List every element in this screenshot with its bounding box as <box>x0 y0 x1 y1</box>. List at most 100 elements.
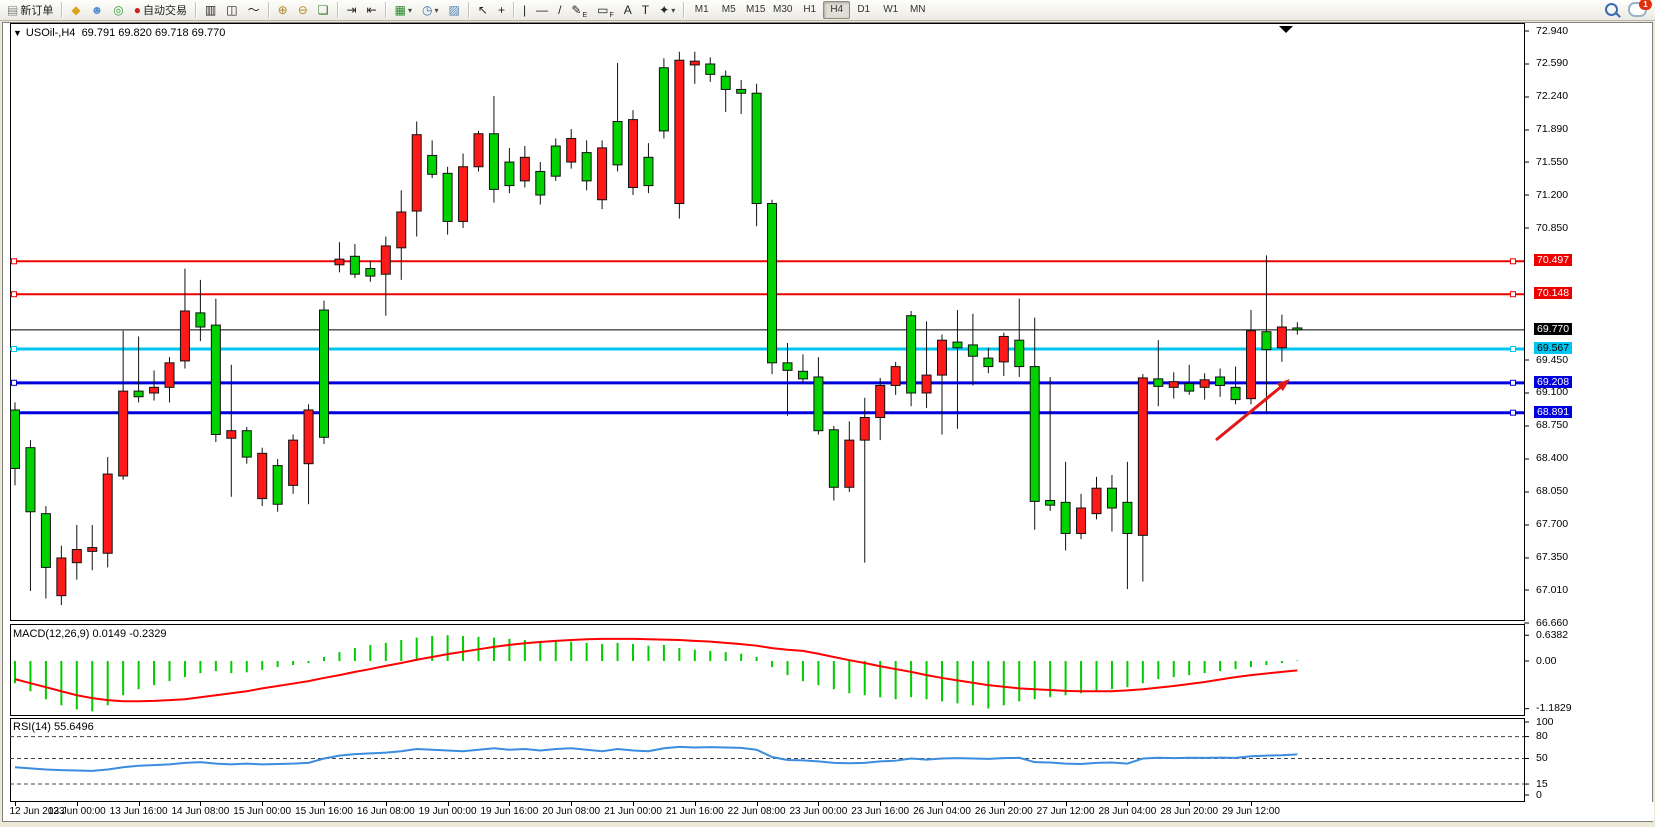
zoom-in-button[interactable]: ⊕ <box>277 3 288 17</box>
auto-scroll-button[interactable]: ⇥ <box>346 3 357 17</box>
crosshair-button[interactable]: + <box>497 3 505 17</box>
time-tick <box>756 802 758 806</box>
time-label: 28 Jun 20:00 <box>1160 806 1219 817</box>
cursor-button[interactable]: ↖ <box>477 3 488 17</box>
market-icon-button[interactable]: ◆ <box>71 3 81 17</box>
timeframe-m5[interactable]: M5 <box>721 4 736 15</box>
price-chart-canvas[interactable] <box>3 23 1654 624</box>
price-tick: 68.750 <box>1536 419 1569 432</box>
candle <box>674 51 685 219</box>
candle <box>859 397 870 563</box>
price-tick: 67.010 <box>1536 583 1569 596</box>
price-tick: 67.700 <box>1536 518 1569 531</box>
chart-shift-button[interactable]: ⇤ <box>366 3 377 17</box>
fibonacci-button[interactable]: ✎ E <box>571 3 588 19</box>
timeframe-h1[interactable]: H1 <box>803 4 817 15</box>
timeframe-d1[interactable]: D1 <box>857 4 871 15</box>
candle <box>797 354 808 383</box>
search-icon[interactable] <box>1605 3 1618 16</box>
candle <box>1045 376 1056 511</box>
community-icon-button[interactable]: ☻ <box>90 3 104 17</box>
annotation-arrow[interactable] <box>1215 379 1290 442</box>
chevron-down-icon[interactable]: ▼ <box>13 28 22 38</box>
time-tick <box>447 802 449 806</box>
rsi-pane[interactable] <box>3 718 1654 802</box>
timeframe-w1[interactable]: W1 <box>883 4 899 15</box>
resistance-line-2-anchor[interactable] <box>11 291 17 298</box>
candle <box>1168 372 1179 399</box>
grid-button[interactable]: ▭ F <box>597 3 614 19</box>
new-order-button[interactable]: ▤ 新订单 <box>7 3 54 17</box>
auto-trading-button[interactable]: ● 自动交易 <box>133 3 187 17</box>
timeframe-m15[interactable]: M15 <box>745 4 766 15</box>
resistance-line-1-anchor[interactable] <box>1510 258 1516 265</box>
candle <box>566 129 577 169</box>
periods-button[interactable]: ◷ ▾ <box>422 3 439 17</box>
zoom-out-button[interactable]: ⊖ <box>297 3 308 17</box>
candle <box>504 147 515 194</box>
scroll-to-end-icon[interactable] <box>1279 26 1293 33</box>
candle <box>427 140 438 179</box>
time-label: 28 Jun 04:00 <box>1098 806 1157 817</box>
support-line-cyan-anchor[interactable] <box>11 345 17 352</box>
signals-icon-button[interactable]: ◎ <box>113 3 124 17</box>
candle <box>844 421 855 492</box>
candle <box>1122 461 1133 590</box>
support-line-blue-1-anchor[interactable] <box>1510 379 1516 386</box>
timeframe-h4[interactable]: H4 <box>823 1 851 19</box>
trendline-button[interactable]: / <box>558 3 562 17</box>
tile-windows-button[interactable]: ❏ <box>317 3 329 17</box>
candle <box>875 377 886 441</box>
support-line-cyan-anchor[interactable] <box>1510 345 1516 352</box>
toolbar-separator <box>336 2 339 18</box>
price-axis: 72.940 72.590 72.240 71.890 71.550 71.200 70.8… <box>1530 23 1655 629</box>
time-label: 23 Jun 00:00 <box>789 806 848 817</box>
support-line-blue-2-anchor[interactable] <box>1510 409 1516 416</box>
text-button[interactable]: A <box>623 3 632 17</box>
candle <box>257 447 268 507</box>
candle <box>1153 340 1164 407</box>
timeframe-m30[interactable]: M30 <box>772 4 793 15</box>
candle <box>782 343 793 416</box>
candle <box>628 110 638 196</box>
quote-line: ▼ USOil-,H4 69.791 69.820 69.718 69.770 <box>13 27 225 39</box>
rsi-tick: 0 <box>1536 788 1542 801</box>
support-line-blue-1-price-label: 69.208 <box>1534 375 1573 388</box>
candle <box>720 70 731 113</box>
rsi-line <box>14 745 1298 772</box>
candlestick-chart-button[interactable]: ◫ <box>226 3 238 17</box>
time-tick <box>200 802 202 806</box>
horizontal-line-button[interactable]: — <box>536 3 549 17</box>
candle <box>365 261 376 282</box>
resistance-line-2-anchor[interactable] <box>1510 291 1516 298</box>
resistance-line-2-price-label: 70.148 <box>1534 287 1573 300</box>
candle <box>906 310 917 407</box>
text-label-button[interactable]: T <box>641 3 650 17</box>
candle <box>689 51 700 84</box>
vertical-line-button[interactable]: | <box>522 3 527 17</box>
resistance-line-1-anchor[interactable] <box>11 258 17 265</box>
arrows-button[interactable]: ✦ ▾ <box>659 3 676 17</box>
time-tick <box>138 802 140 806</box>
candle <box>179 268 190 369</box>
new-chart-button[interactable]: ▦ ▾ <box>394 3 413 17</box>
candle <box>380 236 391 316</box>
time-tick <box>1003 802 1005 806</box>
time-axis[interactable]: 12 Jun 2023 13 Jun 00:00 13 Jun 16:00 14 Ju… <box>3 802 1654 821</box>
price-tick: 68.050 <box>1536 485 1569 498</box>
timeframe-m1[interactable]: M1 <box>694 4 709 15</box>
candle <box>643 143 654 194</box>
macd-pane[interactable] <box>3 624 1654 716</box>
time-label: 15 Jun 00:00 <box>233 806 292 817</box>
candle <box>195 279 206 342</box>
candle <box>442 166 453 235</box>
bar-chart-button[interactable]: ▥ <box>204 3 217 17</box>
line-chart-button[interactable]: 〜 <box>247 3 260 17</box>
timeframe-mn[interactable]: MN <box>909 4 926 15</box>
support-line-blue-1-anchor[interactable] <box>11 379 17 386</box>
templates-button[interactable]: ▨ <box>448 3 460 17</box>
chat-icon[interactable]: 1 <box>1628 0 1652 17</box>
candle <box>488 96 499 203</box>
price-tick: 71.200 <box>1536 188 1569 201</box>
